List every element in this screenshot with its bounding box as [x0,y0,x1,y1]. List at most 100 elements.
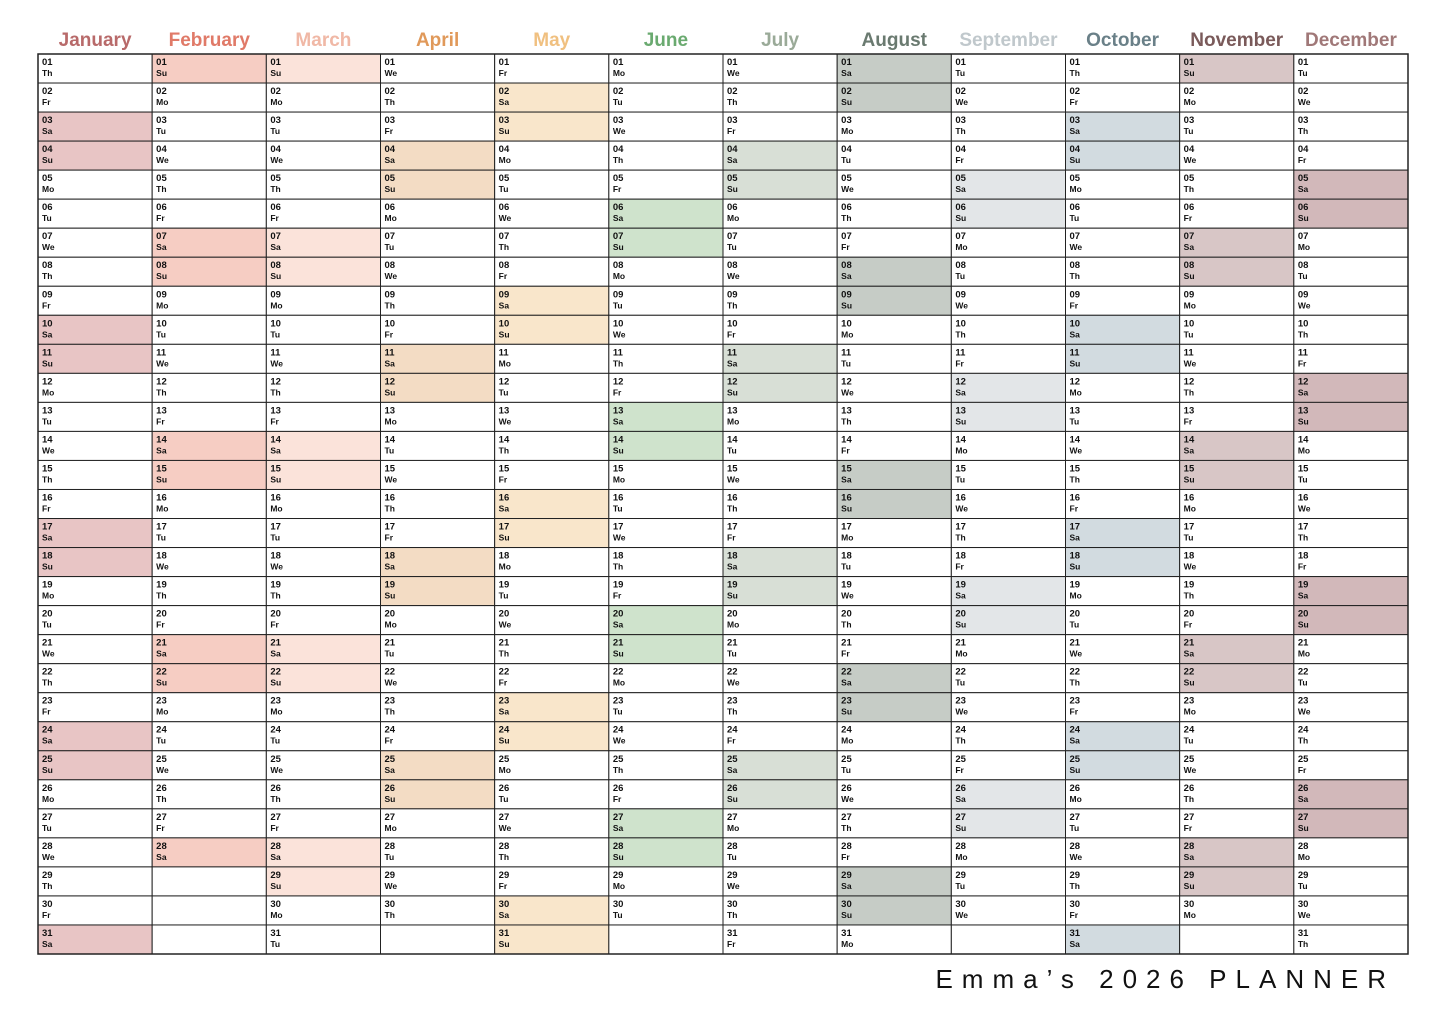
day-number: 23 [499,696,510,707]
weekday: Th [42,678,52,688]
day-cell [37,140,153,171]
day-number: 29 [499,870,510,881]
day-number: 28 [727,841,738,852]
weekday: Tu [727,852,737,862]
weekday: Fr [727,939,736,949]
day-cell [1293,721,1409,752]
weekday: Su [1298,213,1309,223]
day-number: 13 [1298,405,1309,416]
weekday: Tu [727,445,737,455]
weekday: Th [1298,329,1308,339]
day-cell [380,343,496,374]
day-number: 11 [613,347,624,358]
weekday: Th [613,765,623,775]
day-cell [37,314,153,345]
day-cell [950,866,1066,897]
day-number: 30 [385,899,396,910]
weekday: Mo [1184,97,1196,107]
day-number: 25 [42,754,53,765]
weekday: Tu [1070,416,1080,426]
day-cell [608,750,724,781]
weekday: Fr [499,68,508,78]
day-cell [608,605,724,636]
day-number: 06 [1298,202,1309,213]
day-number: 12 [727,376,738,387]
day-number: 08 [841,260,852,271]
day-number: 07 [499,231,510,242]
weekday: Mo [841,533,853,543]
weekday: Sa [1184,649,1195,659]
day-number: 09 [156,289,167,300]
day-cell [608,198,724,229]
day-cell [380,605,496,636]
day-number: 31 [841,928,852,939]
weekday: We [613,736,626,746]
day-number: 26 [385,783,396,794]
day-number: 26 [1184,783,1195,794]
day-number: 29 [1298,870,1309,881]
day-cell [836,808,952,839]
weekday: We [841,591,854,601]
day-number: 10 [613,318,624,329]
day-number: 05 [1070,173,1081,184]
day-cell [494,895,610,926]
day-number: 09 [727,289,738,300]
weekday: Tu [1298,68,1308,78]
weekday: Mo [1298,649,1310,659]
day-number: 24 [270,725,281,736]
weekday: Tu [841,765,851,775]
day-number: 04 [727,144,738,155]
weekday: Tu [499,387,509,397]
weekday: Mo [1298,242,1310,252]
weekday: Mo [385,416,397,426]
day-number: 31 [727,928,738,939]
day-number: 01 [385,57,396,68]
day-cell [1065,547,1181,578]
day-cell [950,518,1066,549]
day-cell [950,576,1066,607]
day-cell [608,372,724,403]
day-cell [494,430,610,461]
weekday: Mo [270,707,282,717]
weekday: Tu [955,881,965,891]
day-cell [37,547,153,578]
weekday: Mo [613,678,625,688]
day-number: 11 [42,347,53,358]
day-cell [151,169,267,200]
weekday: Fr [499,881,508,891]
weekday: We [156,358,169,368]
day-number: 27 [270,812,281,823]
weekday: We [270,358,283,368]
day-cell [151,111,267,142]
weekday: Th [156,591,166,601]
weekday: Fr [1184,620,1193,630]
day-number: 26 [613,783,624,794]
day-number: 26 [156,783,167,794]
day-number: 11 [727,347,738,358]
weekday: We [727,271,740,281]
weekday: Fr [1184,823,1193,833]
weekday: Mo [727,213,739,223]
day-cell [380,111,496,142]
weekday: We [270,765,283,775]
weekday: Th [727,97,737,107]
weekday: Tu [499,184,509,194]
day-cell [836,924,952,955]
day-cell [380,837,496,868]
day-number: 26 [955,783,966,794]
day-cell [1065,53,1181,84]
day-cell [494,605,610,636]
day-number: 19 [499,580,510,591]
weekday: Tu [385,649,395,659]
day-cell [1293,227,1409,258]
day-number: 25 [1298,754,1309,765]
weekday: Su [841,300,852,310]
weekday: Th [1298,126,1308,136]
day-number: 02 [1298,86,1309,97]
weekday: Su [156,68,167,78]
day-cell [1065,488,1181,520]
day-number: 14 [385,434,396,445]
day-number: 07 [613,231,624,242]
day-number: 14 [1184,434,1195,445]
day-number: 16 [42,492,53,503]
